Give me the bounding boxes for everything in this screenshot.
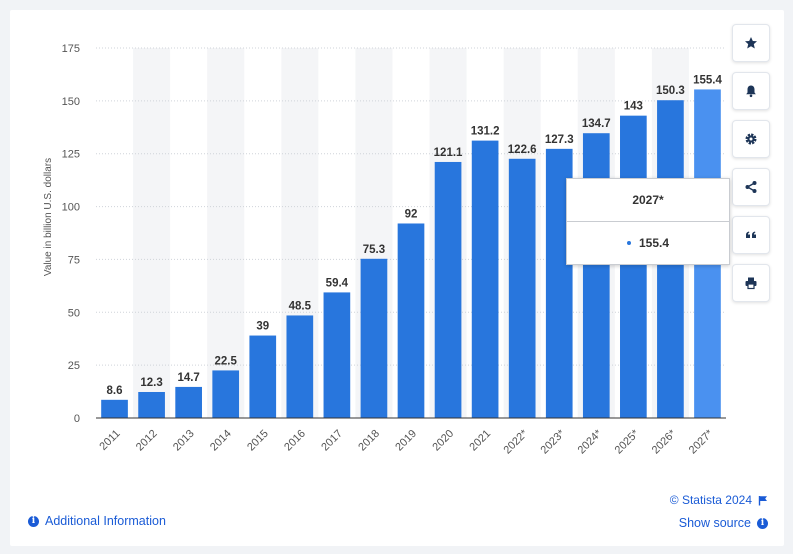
bar-2020[interactable] <box>434 161 462 418</box>
tooltip-title: 2027* <box>567 179 729 222</box>
x-tick-label: 2024* <box>576 427 605 456</box>
bar-2024-forecast[interactable] <box>582 133 610 418</box>
bar-value-label: 131.2 <box>471 126 500 138</box>
bar-value-label: 150.3 <box>656 85 685 97</box>
y-axis-ticks: 0 25 50 75 100 125 150 175 <box>62 43 80 425</box>
bar-value-label: 39 <box>256 321 269 333</box>
bar-2021[interactable] <box>471 140 499 418</box>
x-tick-label: 2015 <box>245 428 271 454</box>
bar-value-label: 143 <box>624 101 643 113</box>
x-tick-label: 2023* <box>539 427 568 456</box>
y-tick-label: 0 <box>74 413 80 425</box>
bar-value-label: 75.3 <box>363 244 385 256</box>
bar-2018[interactable] <box>360 258 388 418</box>
y-tick-label: 100 <box>62 202 80 214</box>
bar-2017[interactable] <box>323 292 351 418</box>
y-tick-label: 150 <box>62 96 80 108</box>
info-icon: i <box>757 517 768 529</box>
bars <box>101 89 721 419</box>
bar-value-label: 92 <box>405 208 418 220</box>
bar-value-label: 134.7 <box>582 118 611 130</box>
x-tick-label: 2020 <box>430 428 456 454</box>
show-source-label: Show source <box>678 516 751 530</box>
x-axis-ticks: 2011 2012 2013 2014 2015 2016 2017 2018 2019 2020… <box>97 427 716 456</box>
favorite-button[interactable] <box>732 24 770 62</box>
x-tick-label: 2021 <box>467 428 493 454</box>
bar-value-label: 12.3 <box>140 377 162 389</box>
bar-value-label: 127.3 <box>545 134 574 146</box>
x-tick-label: 2018 <box>356 428 382 454</box>
share-icon <box>745 181 757 193</box>
x-tick-label: 2013 <box>171 428 197 454</box>
tooltip-series-dot <box>626 241 631 245</box>
x-tick-label: 2022* <box>501 427 530 456</box>
x-tick-label: 2016 <box>282 428 308 454</box>
additional-info-label: Additional Information <box>45 514 166 528</box>
chart-tooltip: 2027* 155.4 <box>566 178 730 265</box>
additional-info-link[interactable]: i Additional Information <box>28 514 166 528</box>
bar-value-label: 22.5 <box>215 355 238 367</box>
info-icon: i <box>28 515 39 527</box>
bar-2013[interactable] <box>175 386 202 418</box>
x-tick-label: 2011 <box>97 428 122 453</box>
statista-credit[interactable]: © Statista 2024 <box>670 493 768 507</box>
y-tick-label: 75 <box>68 254 80 266</box>
tooltip-value-row: 155.4 <box>567 222 729 264</box>
star-icon <box>745 37 757 49</box>
bell-icon <box>746 85 756 98</box>
bar-value-label: 59.4 <box>326 277 349 289</box>
y-tick-label: 25 <box>68 360 80 372</box>
print-button[interactable] <box>732 264 770 302</box>
chart-toolbar <box>732 24 770 312</box>
x-tick-label: 2017 <box>319 428 345 454</box>
x-tick-label: 2027* <box>687 427 716 456</box>
bar-value-label: 14.7 <box>177 372 199 384</box>
x-tick-label: 2026* <box>650 427 679 456</box>
bar-2016[interactable] <box>286 315 314 418</box>
x-tick-label: 2012 <box>134 428 160 454</box>
bar-2019[interactable] <box>397 223 425 418</box>
x-tick-label: 2025* <box>613 427 642 456</box>
x-tick-label: 2014 <box>208 428 234 454</box>
show-source-link[interactable]: Show source i <box>679 516 768 530</box>
flag-icon <box>758 495 767 505</box>
x-tick-label: 2019 <box>393 428 419 454</box>
y-tick-label: 125 <box>62 149 80 161</box>
bar-value-label: 122.6 <box>508 144 537 156</box>
gear-icon <box>745 133 757 145</box>
bar-2011[interactable] <box>101 399 128 418</box>
bar-value-label: 8.6 <box>107 385 123 397</box>
tooltip-value: 155.4 <box>638 236 670 250</box>
bar-2014[interactable] <box>212 370 240 418</box>
bar-2015[interactable] <box>249 335 277 418</box>
printer-icon <box>745 277 757 290</box>
bar-2012[interactable] <box>138 391 165 418</box>
y-tick-label: 175 <box>62 43 80 55</box>
cite-button[interactable] <box>732 216 770 254</box>
share-button[interactable] <box>732 168 770 206</box>
bar-chart: 0 25 50 75 100 125 150 175 8.6 12.3 14.7 22.5 39 48.… <box>43 43 726 456</box>
bar-2022-forecast[interactable] <box>508 158 536 418</box>
copyright-text: © Statista 2024 <box>669 493 752 507</box>
bar-value-label: 155.4 <box>693 74 722 86</box>
bar-value-labels: 8.6 12.3 14.7 22.5 39 48.5 59.4 75.3 92 121.1 131.… <box>107 74 723 396</box>
background-band <box>207 48 245 418</box>
bar-value-label: 48.5 <box>289 300 312 312</box>
notification-button[interactable] <box>732 72 770 110</box>
y-axis-label: Value in billion U.S. dollars <box>43 158 54 276</box>
settings-button[interactable] <box>732 120 770 158</box>
bar-value-label: 121.1 <box>434 147 463 159</box>
y-tick-label: 50 <box>68 307 80 319</box>
quote-icon <box>746 231 756 238</box>
bar-2025-forecast[interactable] <box>620 115 647 419</box>
background-band <box>133 48 171 418</box>
chart-card: 0 25 50 75 100 125 150 175 8.6 12.3 14.7 22.5 39 48.… <box>10 10 784 546</box>
